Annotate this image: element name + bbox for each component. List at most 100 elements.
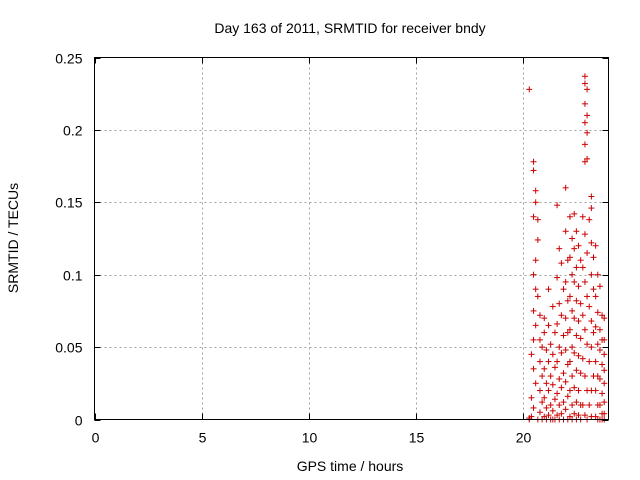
data-point [539, 373, 546, 380]
data-point [569, 271, 576, 278]
data-point [556, 402, 563, 409]
data-point [592, 293, 599, 300]
data-point [584, 112, 591, 119]
data-point [545, 358, 552, 365]
data-point [549, 351, 556, 358]
data-point [534, 236, 541, 243]
data-point [554, 274, 561, 281]
data-point [575, 412, 582, 419]
data-point [558, 312, 565, 319]
x-tick-label: 5 [199, 430, 207, 446]
x-tick-label: 0 [92, 430, 100, 446]
data-point [577, 335, 584, 342]
data-point [581, 326, 588, 333]
data-point [596, 375, 603, 382]
data-point [562, 228, 569, 235]
data-point [592, 387, 599, 394]
data-point [530, 158, 537, 165]
data-point [581, 141, 588, 148]
data-point [569, 235, 576, 242]
x-axis-label: GPS time / hours [297, 458, 404, 474]
data-point [601, 315, 608, 322]
y-tick-label: 0.05 [55, 340, 82, 356]
data-point [584, 129, 591, 136]
data-point [539, 344, 546, 351]
data-point [532, 257, 539, 264]
x-tick-label: 15 [409, 430, 425, 446]
data-point [575, 283, 582, 290]
data-point [554, 358, 561, 365]
data-point [554, 390, 561, 397]
data-point [584, 293, 591, 300]
data-point [592, 358, 599, 365]
data-point [536, 358, 543, 365]
data-point [528, 351, 535, 358]
data-point [545, 286, 552, 293]
chart-title: Day 163 of 2011, SRMTID for receiver bnd… [214, 20, 485, 36]
data-point [601, 351, 608, 358]
data-point [536, 387, 543, 394]
data-point [526, 86, 533, 93]
data-point [558, 410, 565, 417]
data-point [573, 264, 580, 271]
y-tick-label: 0.25 [55, 51, 82, 67]
data-point [596, 402, 603, 409]
data-point [532, 286, 539, 293]
data-point [586, 303, 593, 310]
data-point [579, 264, 586, 271]
data-point [601, 410, 608, 417]
data-point [547, 341, 554, 348]
data-point [558, 384, 565, 391]
data-point [579, 355, 586, 362]
data-point [584, 249, 591, 256]
data-point [571, 349, 578, 356]
data-point [554, 412, 561, 419]
data-point [594, 309, 601, 316]
data-point [539, 399, 546, 406]
data-point [543, 404, 550, 411]
data-point [599, 361, 606, 368]
data-point [562, 184, 569, 191]
data-point [545, 322, 552, 329]
data-point [588, 193, 595, 200]
y-axis-label: SRMTID / TECUs [5, 183, 21, 293]
data-point [586, 216, 593, 223]
data-point [571, 245, 578, 252]
data-point [588, 271, 595, 278]
data-point [549, 303, 556, 310]
data-point [581, 80, 588, 87]
y-tick-label: 0.1 [63, 268, 83, 284]
data-point [590, 286, 597, 293]
axis-ticks: 0 5 10 15 20 0 0.05 0.1 0.15 0.2 0.25 [55, 51, 609, 446]
data-point [590, 329, 597, 336]
data-point [545, 387, 552, 394]
data-point [560, 399, 567, 406]
data-point [566, 358, 573, 365]
data-point [573, 297, 580, 304]
data-point [560, 332, 567, 339]
data-point [566, 326, 573, 333]
data-point [579, 213, 586, 220]
data-point [573, 399, 580, 406]
data-point [564, 297, 571, 304]
data-point [554, 320, 561, 327]
data-point [560, 286, 567, 293]
data-point [581, 412, 588, 419]
data-point [601, 380, 608, 387]
data-point [532, 199, 539, 206]
data-point [596, 326, 603, 333]
y-tick-label: 0.2 [63, 123, 83, 139]
data-point [571, 278, 578, 285]
data-point [534, 216, 541, 223]
data-points [526, 73, 608, 423]
data-point [556, 344, 563, 351]
data-point [562, 406, 569, 413]
data-point [541, 329, 548, 336]
y-tick-label: 0 [75, 413, 83, 429]
data-point [530, 336, 537, 343]
data-point [541, 365, 548, 372]
data-point [551, 396, 558, 403]
x-tick-label: 20 [516, 430, 532, 446]
data-point [562, 346, 569, 353]
